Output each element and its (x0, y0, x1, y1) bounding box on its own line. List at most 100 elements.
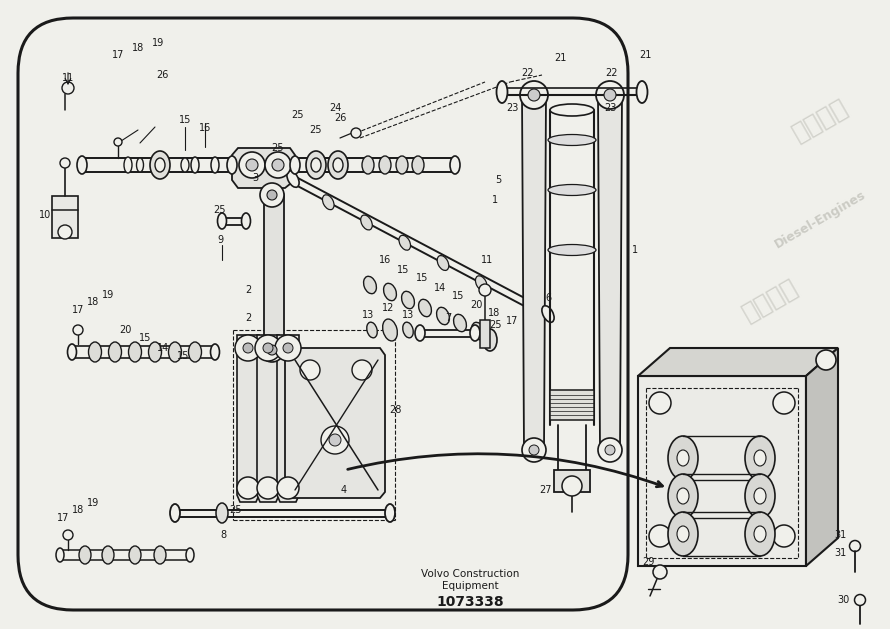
Ellipse shape (668, 512, 698, 556)
Circle shape (596, 81, 624, 109)
Ellipse shape (290, 156, 300, 174)
Circle shape (235, 335, 261, 361)
Ellipse shape (396, 156, 408, 174)
Circle shape (816, 350, 836, 370)
Text: 17: 17 (72, 305, 85, 315)
Text: 13: 13 (362, 310, 374, 320)
Text: 18: 18 (72, 505, 85, 515)
Circle shape (528, 89, 540, 101)
Text: Volvo Construction: Volvo Construction (421, 569, 519, 579)
Text: 2: 2 (245, 285, 251, 295)
Ellipse shape (360, 215, 372, 230)
Ellipse shape (211, 157, 219, 173)
Ellipse shape (181, 158, 189, 172)
Polygon shape (257, 335, 279, 502)
Bar (550, 390, 594, 420)
Circle shape (275, 335, 301, 361)
Circle shape (246, 159, 258, 171)
Ellipse shape (418, 299, 432, 317)
Text: 10: 10 (39, 210, 51, 220)
Ellipse shape (745, 436, 775, 480)
Ellipse shape (227, 156, 237, 174)
Ellipse shape (322, 195, 334, 209)
Text: 22: 22 (522, 68, 534, 78)
Ellipse shape (189, 342, 201, 362)
Circle shape (260, 183, 284, 207)
Text: 25: 25 (490, 320, 502, 330)
Polygon shape (264, 183, 284, 362)
Text: Diesel-Engines: Diesel-Engines (667, 465, 773, 535)
Ellipse shape (136, 158, 143, 172)
Text: 17: 17 (57, 513, 69, 523)
Ellipse shape (149, 342, 161, 362)
Text: 6: 6 (545, 293, 551, 303)
Circle shape (352, 360, 372, 380)
Polygon shape (806, 348, 838, 566)
Circle shape (283, 343, 293, 353)
Ellipse shape (754, 450, 766, 466)
Text: 25: 25 (292, 110, 304, 120)
Text: 紧发动力: 紧发动力 (661, 389, 739, 451)
Circle shape (522, 438, 546, 462)
Polygon shape (277, 335, 299, 502)
Text: 25: 25 (271, 143, 284, 153)
Polygon shape (285, 348, 385, 498)
Text: 3: 3 (252, 173, 258, 183)
Circle shape (114, 138, 122, 146)
Circle shape (60, 158, 70, 168)
Circle shape (653, 565, 667, 579)
Ellipse shape (328, 151, 348, 179)
Ellipse shape (548, 245, 596, 255)
Ellipse shape (186, 548, 194, 562)
Circle shape (277, 477, 299, 499)
Text: 19: 19 (152, 38, 164, 48)
Ellipse shape (450, 156, 460, 174)
Text: 14: 14 (434, 283, 446, 293)
Text: Diesel-Engines: Diesel-Engines (267, 95, 374, 165)
Ellipse shape (68, 344, 77, 360)
Text: 30: 30 (837, 595, 849, 605)
Circle shape (58, 225, 72, 239)
Ellipse shape (170, 504, 180, 522)
Circle shape (73, 325, 83, 335)
Text: 15: 15 (179, 115, 191, 125)
Text: 28: 28 (389, 405, 401, 415)
Text: Diesel-Engines: Diesel-Engines (77, 495, 183, 565)
Text: 9: 9 (217, 235, 223, 245)
Text: 8: 8 (220, 530, 226, 540)
Ellipse shape (109, 342, 122, 362)
Circle shape (351, 128, 361, 138)
Text: 18: 18 (132, 43, 144, 53)
Text: 20: 20 (470, 300, 482, 310)
Circle shape (529, 445, 539, 455)
Circle shape (243, 343, 253, 353)
Ellipse shape (548, 135, 596, 145)
Text: 1: 1 (492, 195, 498, 205)
Text: 紧发动力: 紧发动力 (541, 149, 619, 211)
Polygon shape (232, 148, 295, 188)
Ellipse shape (129, 546, 141, 564)
Ellipse shape (383, 319, 397, 341)
Ellipse shape (367, 322, 377, 338)
Circle shape (63, 530, 73, 540)
Ellipse shape (154, 546, 166, 564)
Text: 26: 26 (156, 70, 168, 80)
Circle shape (62, 82, 74, 94)
Text: 25: 25 (214, 205, 226, 215)
Ellipse shape (437, 255, 449, 270)
Text: 4: 4 (341, 485, 347, 495)
Polygon shape (638, 348, 838, 376)
Text: 2: 2 (245, 313, 251, 323)
Text: 31: 31 (834, 548, 846, 558)
Circle shape (265, 152, 291, 178)
Circle shape (479, 284, 491, 296)
Text: 25: 25 (229, 505, 241, 515)
Ellipse shape (168, 342, 182, 362)
Text: 23: 23 (603, 103, 616, 113)
Text: 21: 21 (554, 53, 566, 63)
Text: 1073338: 1073338 (436, 595, 504, 609)
Ellipse shape (88, 342, 101, 362)
Circle shape (300, 360, 320, 380)
Ellipse shape (437, 308, 449, 325)
Text: 13: 13 (402, 310, 414, 320)
